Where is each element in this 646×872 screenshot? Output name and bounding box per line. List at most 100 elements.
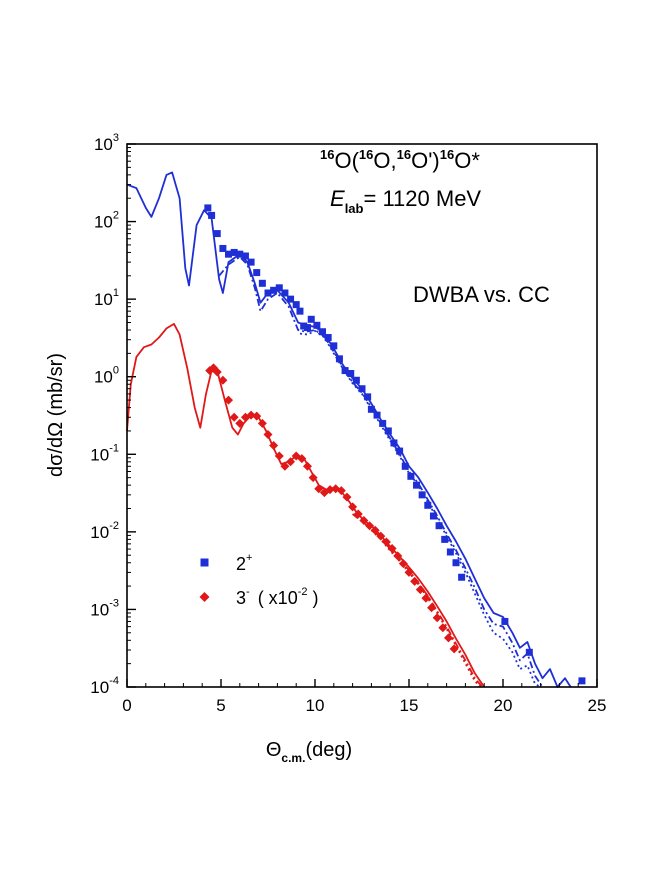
data-point-2plus xyxy=(264,289,272,297)
data-point-2plus xyxy=(396,447,404,455)
comparison-label: DWBA vs. CC xyxy=(413,282,550,307)
y-tick-label: 10-3 xyxy=(90,597,119,619)
data-point-3minus xyxy=(308,473,318,483)
data-point-3minus xyxy=(410,576,420,586)
data-point-3minus xyxy=(353,509,363,519)
data-point-3minus xyxy=(427,603,437,613)
data-point-3minus xyxy=(432,613,442,623)
energy-symbol: E xyxy=(330,186,345,211)
data-point-2plus xyxy=(390,439,398,447)
data-point-2plus xyxy=(501,617,509,625)
legend-label-3minus: 3-( x10-2 ) xyxy=(236,586,319,608)
data-point-3minus xyxy=(387,544,397,554)
data-point-3minus xyxy=(342,492,352,502)
data-point-2plus xyxy=(341,367,349,375)
y-tick-label: 10-4 xyxy=(90,675,119,697)
data-point-3minus xyxy=(224,395,234,405)
legend-marker-diamond xyxy=(199,592,210,602)
y-tick-label: 102 xyxy=(94,210,119,232)
data-point-2plus xyxy=(364,393,372,401)
x-tick-label: 20 xyxy=(494,696,513,715)
reaction-sup-2: 16 xyxy=(359,147,373,162)
data-point-2plus xyxy=(253,269,261,277)
data-point-2plus xyxy=(292,301,300,309)
x-tick-label: 10 xyxy=(306,696,325,715)
data-point-2plus xyxy=(313,321,321,329)
reaction-part-2: O, xyxy=(373,148,396,173)
reaction-label: 16O(16O,16O')16O* xyxy=(320,147,480,173)
data-point-2plus xyxy=(367,405,375,413)
data-point-2plus xyxy=(287,295,295,303)
data-point-2plus xyxy=(424,501,432,509)
data-point-3minus xyxy=(438,623,448,633)
data-point-3minus xyxy=(348,502,358,512)
reaction-sup-3: 16 xyxy=(397,147,411,162)
data-point-2plus xyxy=(324,334,332,342)
x-axis-title: Θc.m.(deg) xyxy=(266,739,352,765)
data-point-3minus xyxy=(415,585,425,595)
plot-frame xyxy=(126,143,598,688)
x-tick-label: 15 xyxy=(400,696,419,715)
data-point-3minus xyxy=(235,418,245,428)
data-point-2plus xyxy=(418,491,426,499)
data-points xyxy=(204,204,586,685)
data-point-3minus xyxy=(297,454,307,464)
data-point-2plus xyxy=(208,211,216,219)
data-point-2plus xyxy=(352,376,360,384)
x-axis-title-main: Θ xyxy=(266,739,282,761)
data-point-3minus xyxy=(449,644,459,654)
legend-label-2plus: 2+ xyxy=(236,552,252,574)
data-point-3minus xyxy=(218,375,228,385)
data-point-2plus xyxy=(384,427,392,435)
data-point-3minus xyxy=(336,486,346,496)
legend-3minus-scale-end: ) xyxy=(308,588,319,608)
data-point-2plus xyxy=(296,307,304,315)
data-point-2plus xyxy=(379,419,387,427)
energy-label: Elab= 1120 MeV xyxy=(330,186,481,216)
data-point-3minus xyxy=(229,412,239,422)
data-point-2plus xyxy=(435,522,443,530)
data-point-2plus xyxy=(219,244,227,252)
y-tick-label: 10-1 xyxy=(90,442,119,464)
x-tick-label: 0 xyxy=(122,696,131,715)
data-point-3minus xyxy=(443,633,453,643)
curve-2-cc xyxy=(126,171,572,688)
curve-3-dwba xyxy=(352,513,483,688)
reaction-sup-1: 16 xyxy=(320,147,334,162)
data-point-2plus xyxy=(578,677,586,685)
data-point-3minus xyxy=(274,451,284,461)
data-point-3minus xyxy=(212,367,222,377)
y-tick-label: 100 xyxy=(94,365,119,387)
reaction-part-1: O( xyxy=(334,148,359,173)
data-point-2plus xyxy=(407,472,415,480)
theory-curves xyxy=(126,171,572,688)
data-point-2plus xyxy=(335,355,343,363)
reaction-part-3: O') xyxy=(411,148,440,173)
data-point-2plus xyxy=(458,573,466,581)
data-point-2plus xyxy=(413,481,421,489)
data-point-2plus xyxy=(230,248,238,256)
data-point-2plus xyxy=(300,322,308,330)
data-point-3minus xyxy=(376,531,386,541)
data-point-3minus xyxy=(365,521,375,531)
data-point-3minus xyxy=(286,457,296,467)
legend-3minus-text: 3 xyxy=(236,588,246,608)
data-point-2plus xyxy=(225,250,233,258)
data-point-2plus xyxy=(258,279,266,287)
y-tick-label: 101 xyxy=(94,287,119,309)
data-point-2plus xyxy=(241,252,249,260)
legend-3minus-sup: - xyxy=(246,586,250,598)
data-point-2plus xyxy=(281,289,289,297)
data-point-3minus xyxy=(302,461,312,471)
data-point-2plus xyxy=(247,258,255,266)
legend-3minus-scale: ( x10 xyxy=(258,588,298,608)
data-point-3minus xyxy=(269,440,279,450)
reaction-sup-4: 16 xyxy=(440,147,454,162)
y-tick-label: 10-2 xyxy=(90,520,119,542)
data-point-3minus xyxy=(325,485,335,495)
curve-3-dotted xyxy=(370,529,482,688)
data-point-3minus xyxy=(252,411,262,421)
reaction-part-4: O* xyxy=(454,148,480,173)
axis-ticks: 0 5 10 15 20 25 10-4 10-3 10-2 10-1 100 101 102 103 xyxy=(90,132,606,715)
legend-marker-square xyxy=(200,558,209,567)
